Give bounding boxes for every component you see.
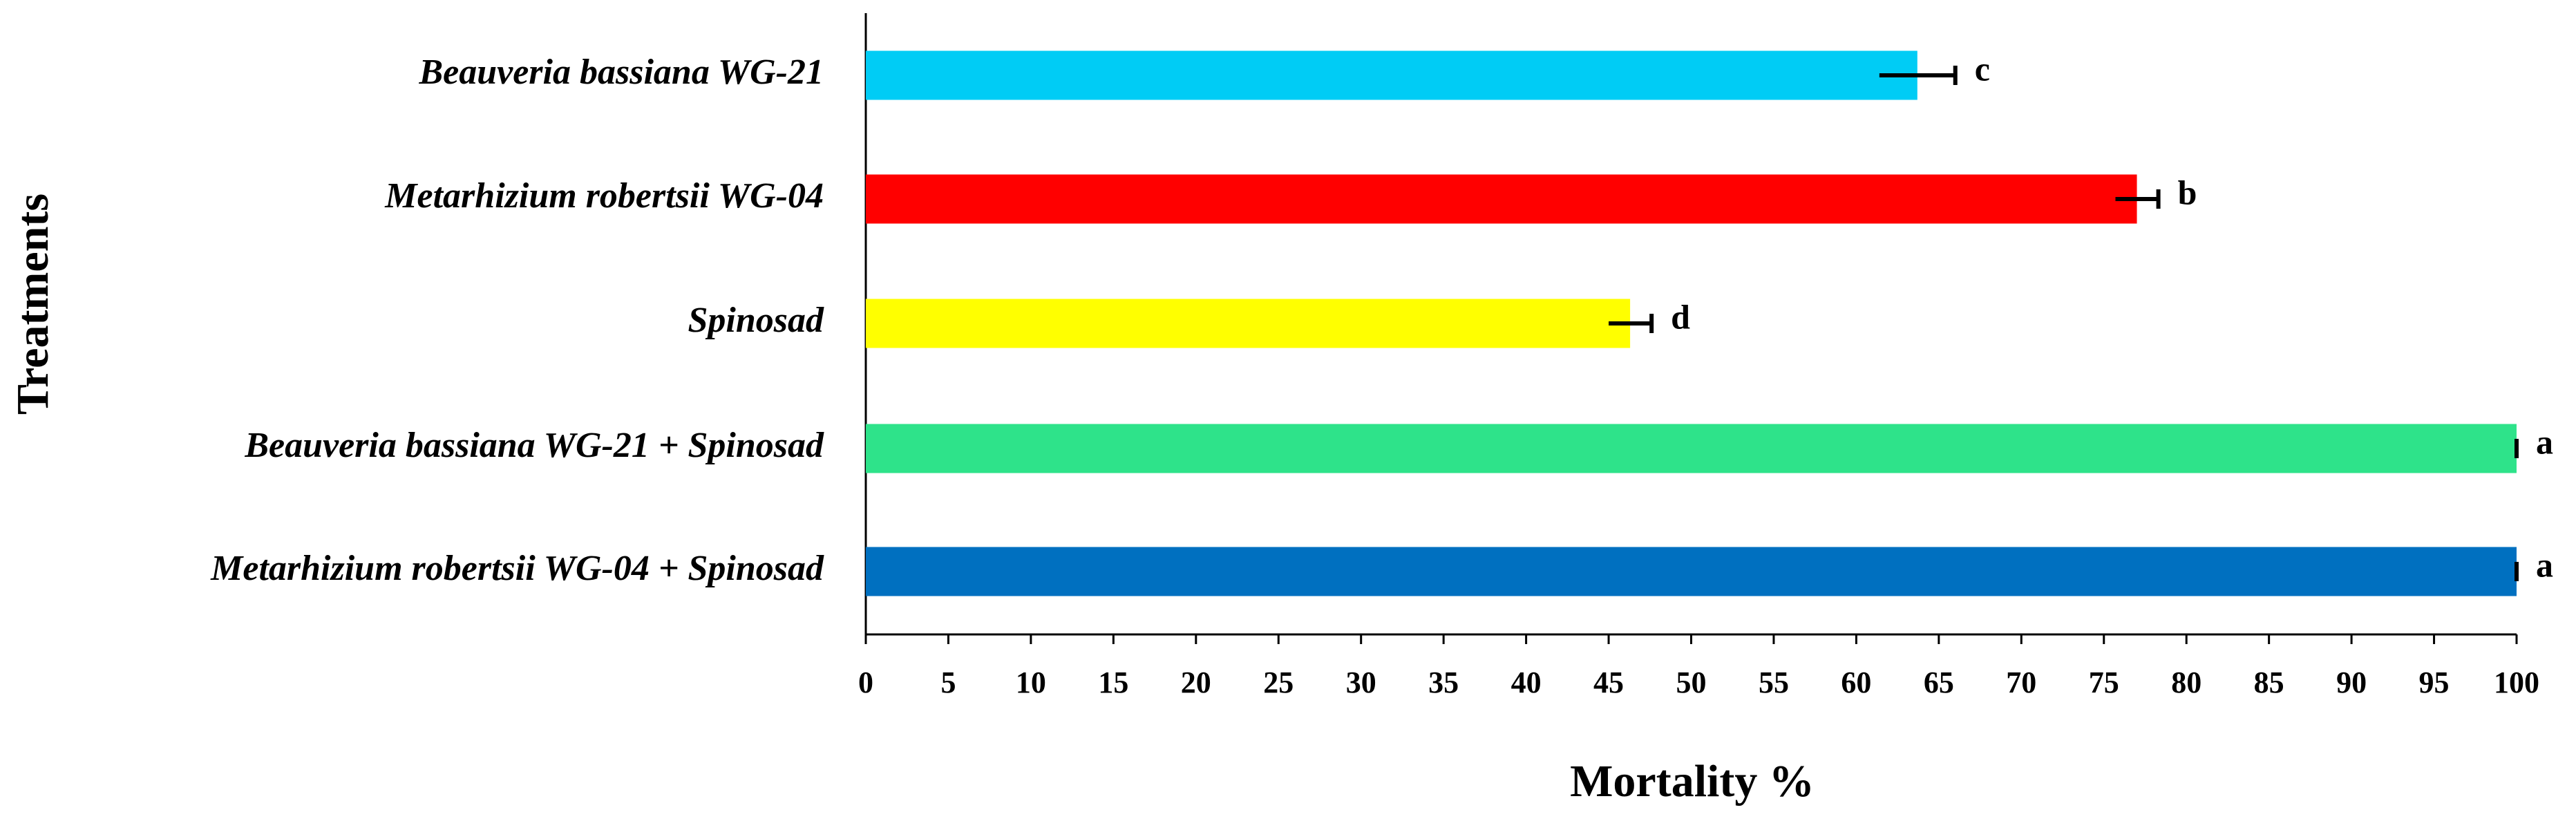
- x-tick-label: 95: [2419, 666, 2450, 699]
- x-tick-label: 85: [2254, 666, 2284, 699]
- bar: [866, 547, 2517, 596]
- x-axis-title: Mortality %: [1570, 756, 1815, 807]
- significance-label: a: [2536, 422, 2553, 461]
- error-bar: [1879, 66, 1958, 85]
- y-tick-label: Spinosad: [688, 301, 824, 340]
- x-tick-label: 30: [1346, 666, 1376, 699]
- x-tick-label: 50: [1676, 666, 1707, 699]
- x-tick-label: 65: [1924, 666, 1954, 699]
- x-tick-label: 15: [1098, 666, 1128, 699]
- significance-label: c: [1975, 49, 1990, 88]
- y-tick-label: Beauveria bassiana WG-21 + Spinosad: [244, 426, 824, 465]
- x-tick-label: 40: [1511, 666, 1542, 699]
- bar: [866, 299, 1631, 348]
- x-tick-label: 25: [1263, 666, 1294, 699]
- x-tick-label: 55: [1759, 666, 1789, 699]
- x-tick-label: 45: [1593, 666, 1624, 699]
- x-tick-label: 80: [2171, 666, 2201, 699]
- bar: [866, 174, 2137, 224]
- significance-label: a: [2536, 545, 2553, 584]
- bar: [866, 424, 2517, 473]
- x-tick-label: 90: [2336, 666, 2367, 699]
- x-tick-label: 70: [2006, 666, 2036, 699]
- x-tick-label: 0: [858, 666, 873, 699]
- x-tick-label: 35: [1428, 666, 1459, 699]
- x-tick-label: 60: [1841, 666, 1871, 699]
- x-tick-label: 100: [2494, 666, 2539, 699]
- significance-label: d: [1671, 297, 1690, 336]
- error-bar: [1609, 314, 1654, 333]
- y-tick-label: Metarhizium robertsii WG-04: [384, 176, 824, 216]
- error-bar: [2115, 189, 2161, 209]
- x-tick-label: 20: [1181, 666, 1211, 699]
- y-tick-label: Beauveria bassiana WG-21: [418, 53, 824, 92]
- significance-label: b: [2178, 173, 2197, 211]
- x-tick-label: 75: [2089, 666, 2119, 699]
- x-tick-label: 10: [1016, 666, 1046, 699]
- y-tick-label: Metarhizium robertsii WG-04 + Spinosad: [210, 549, 824, 588]
- y-axis-title: Treatments: [8, 194, 58, 415]
- x-tick-label: 5: [940, 666, 956, 699]
- bar: [866, 50, 1917, 100]
